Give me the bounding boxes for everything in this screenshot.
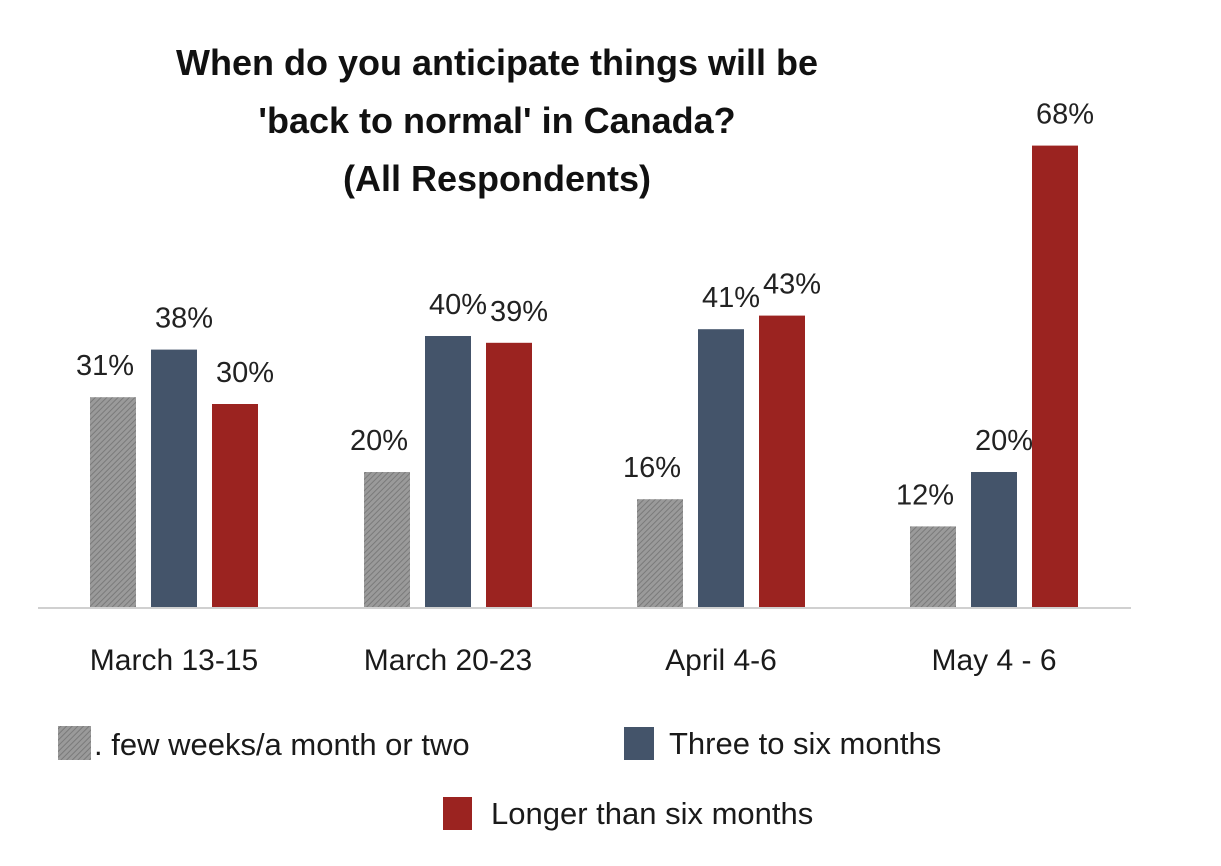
data-label-three-to-six-3: 41% bbox=[702, 282, 760, 314]
data-label-longer-than-six-4: 68% bbox=[1036, 99, 1094, 131]
data-label-three-to-six-4: 20% bbox=[975, 425, 1033, 457]
legend: . few weeks/a month or two Three to six … bbox=[58, 726, 941, 831]
bars-group bbox=[90, 145, 1078, 608]
data-label-longer-than-six-3: 43% bbox=[763, 269, 821, 301]
category-label-2: March 20-23 bbox=[364, 644, 532, 677]
bar-few-weeks-1 bbox=[90, 397, 136, 608]
bar-three-to-six-1 bbox=[151, 349, 197, 608]
chart-title-line-3: (All Respondents) bbox=[343, 158, 651, 199]
bar-longer-than-six-1 bbox=[212, 404, 258, 608]
chart-title: When do you anticipate things will be 'b… bbox=[176, 42, 818, 199]
category-label-4: May 4 - 6 bbox=[931, 644, 1056, 677]
bar-three-to-six-3 bbox=[698, 329, 744, 608]
category-label-3: April 4-6 bbox=[665, 644, 777, 677]
data-label-few-weeks-2: 20% bbox=[350, 425, 408, 457]
chart-title-line-1: When do you anticipate things will be bbox=[176, 42, 818, 83]
legend-swatch-three-to-six bbox=[624, 727, 654, 760]
legend-swatch-few-weeks bbox=[58, 726, 91, 760]
bar-three-to-six-4 bbox=[971, 472, 1017, 608]
data-label-three-to-six-2: 40% bbox=[429, 289, 487, 321]
bar-few-weeks-4 bbox=[910, 526, 956, 608]
bar-three-to-six-2 bbox=[425, 336, 471, 608]
data-label-few-weeks-4: 12% bbox=[896, 479, 954, 511]
legend-label-few-weeks: . few weeks/a month or two bbox=[94, 727, 470, 762]
bar-few-weeks-2 bbox=[364, 472, 410, 608]
data-labels-group: 31% 38%30% 20% 40% 39% 16% 41% 43% 12% 20% 68% bbox=[76, 99, 1094, 512]
data-label-longer-than-six-2: 39% bbox=[490, 296, 548, 328]
data-label-few-weeks-1: 31% bbox=[76, 350, 134, 382]
chart-title-line-2: 'back to normal' in Canada? bbox=[258, 100, 735, 141]
category-label-1: March 13-15 bbox=[90, 644, 258, 677]
legend-label-three-to-six: Three to six months bbox=[669, 726, 941, 761]
data-label-three-to-six-1: 38% bbox=[155, 303, 213, 335]
data-label-few-weeks-3: 16% bbox=[623, 452, 681, 484]
legend-swatch-longer-than-six bbox=[443, 797, 472, 830]
data-label-longer-than-six-1: 30% bbox=[216, 357, 274, 389]
legend-label-longer-than-six: Longer than six months bbox=[491, 796, 813, 831]
bar-longer-than-six-2 bbox=[486, 342, 532, 608]
category-labels-group: March 13-15 March 20-23 April 4-6 May 4 - 6 bbox=[90, 644, 1057, 677]
bar-longer-than-six-3 bbox=[759, 315, 805, 608]
bar-few-weeks-3 bbox=[637, 499, 683, 608]
bar-longer-than-six-4 bbox=[1032, 145, 1078, 608]
